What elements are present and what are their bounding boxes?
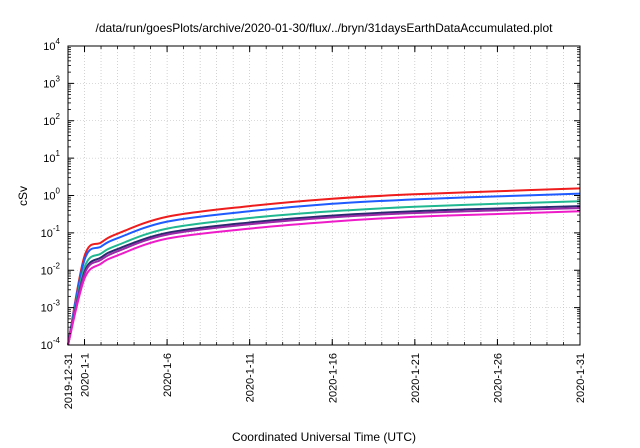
chart-title: /data/run/goesPlots/archive/2020-01-30/f… xyxy=(96,21,554,35)
y-tick-label: 103 xyxy=(43,74,60,90)
y-tick-label: 10-3 xyxy=(41,299,61,315)
x-axis-ticks: 2019-12-31 2020-1-1 2020-1-6 2020-1-11 2020-… xyxy=(63,46,587,409)
y-tick-label: 10-4 xyxy=(41,336,61,352)
series-line xyxy=(67,205,581,346)
y-tick-label: 100 xyxy=(43,187,60,203)
x-tick-label: 2020-1-1 xyxy=(80,353,92,397)
y-tick-label: 10-1 xyxy=(41,224,61,240)
x-tick-label: 2020-1-16 xyxy=(327,353,339,403)
series-line xyxy=(67,192,581,346)
y-tick-label: 102 xyxy=(43,112,60,128)
x-tick-label: 2020-1-31 xyxy=(575,353,587,403)
x-tick-label: 2020-1-11 xyxy=(245,353,257,402)
series-lines xyxy=(67,187,581,346)
series-line xyxy=(67,187,581,346)
series-line xyxy=(67,200,581,346)
y-axis-label: cSv xyxy=(16,186,30,206)
y-tick-label: 10-2 xyxy=(41,261,61,277)
x-tick-label: 2020-1-6 xyxy=(162,353,174,397)
x-axis-label: Coordinated Universal Time (UTC) xyxy=(232,430,416,444)
y-axis-ticks: 10-4 10-3 10-2 10-1 100 101 102 103 104 xyxy=(41,37,580,352)
x-tick-label: 2020-1-26 xyxy=(492,353,504,403)
y-tick-label: 104 xyxy=(43,37,60,53)
x-tick-label: 2020-1-21 xyxy=(410,353,422,403)
y-tick-label: 101 xyxy=(43,149,60,165)
x-tick-label: 2019-12-31 xyxy=(63,353,75,409)
series-line xyxy=(67,207,581,346)
series-line xyxy=(67,210,581,346)
